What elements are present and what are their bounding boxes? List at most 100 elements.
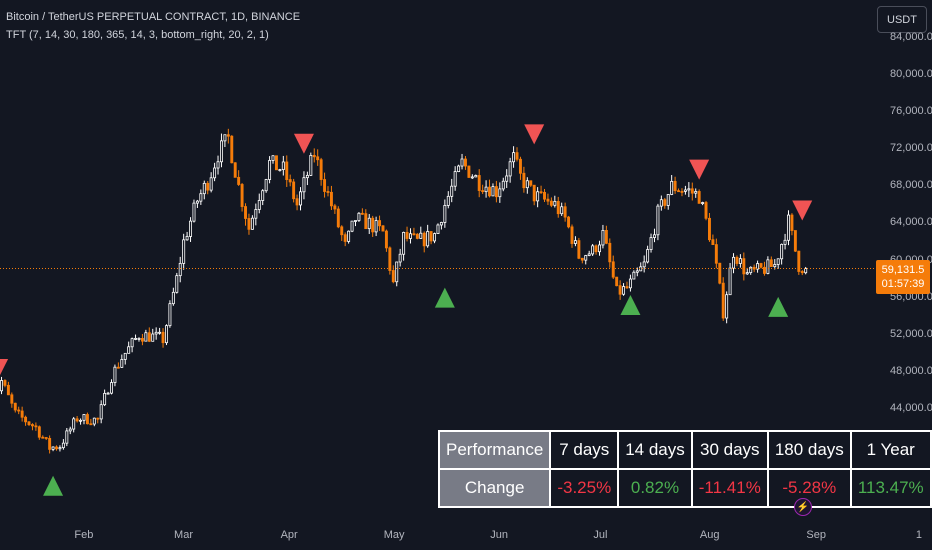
candle-body [178, 263, 182, 277]
candle-body [735, 256, 739, 264]
candle-body [501, 180, 505, 190]
candle-body [319, 159, 323, 180]
candle-body [89, 423, 93, 426]
candle-body [226, 134, 230, 137]
candle-body [543, 191, 546, 200]
candle-body [415, 233, 419, 239]
candle-body [189, 220, 193, 237]
candle-body [261, 190, 265, 201]
candle-body [790, 214, 794, 231]
candle-body [254, 209, 258, 219]
chart-title: Bitcoin / TetherUS PERPETUAL CONTRACT, 1… [6, 11, 301, 23]
candle-body [336, 208, 340, 228]
candle-body [103, 392, 107, 406]
candle-body [257, 200, 261, 210]
candle-body [488, 186, 491, 197]
candle-body [237, 176, 241, 185]
candle-body [738, 258, 742, 264]
current-price-tag: 59,131.5 01:57:39 [876, 259, 930, 294]
candle-body [17, 409, 21, 412]
candle-body [134, 338, 138, 340]
candle-body [395, 261, 399, 283]
candle-body [405, 231, 409, 239]
candle-body [611, 261, 615, 278]
candle-body [690, 188, 694, 194]
performance-label: Performance [437, 430, 552, 470]
candle-body [539, 191, 543, 194]
candle-body [666, 194, 670, 206]
candle-body [202, 182, 206, 195]
candle-body [426, 231, 430, 247]
price-axis-label: 56,000.0 [890, 290, 932, 303]
bar-countdown: 01:57:39 [881, 277, 925, 290]
indicator-legend[interactable]: TFT (7, 14, 30, 180, 365, 14, 3, bottom_… [6, 29, 269, 41]
sell-signal-marker [792, 200, 813, 221]
candle-body [525, 180, 529, 189]
candle-body [209, 177, 213, 191]
candle-body [419, 232, 423, 239]
lightning-icon[interactable]: ⚡ [794, 498, 812, 516]
candle-body [168, 303, 172, 327]
candle-body [123, 352, 127, 360]
current-price-value: 59,131.5 [881, 263, 925, 276]
candle-body [268, 160, 272, 180]
candle-body [766, 259, 770, 274]
change-label: Change [437, 468, 552, 508]
candle-body [584, 255, 588, 261]
candle-body [175, 275, 179, 293]
price-axis-label: 80,000.0 [890, 68, 932, 81]
candle-body [732, 256, 735, 269]
candle-body [560, 206, 564, 215]
price-axis-label: 76,000.0 [890, 105, 932, 118]
candle-body [165, 325, 168, 344]
candle-body [632, 271, 636, 280]
time-axis-label: Feb [74, 529, 94, 541]
candle-body [567, 216, 571, 228]
candle-body [343, 234, 347, 242]
candle-body [367, 217, 371, 230]
candle-body [75, 418, 79, 422]
candle-body [41, 436, 45, 439]
candle-body [804, 268, 808, 274]
candle-body [553, 200, 557, 206]
candle-body [477, 175, 481, 191]
candle-body [171, 291, 175, 305]
candle-body [594, 245, 598, 253]
candle-body [714, 244, 718, 264]
currency-button[interactable]: USDT [877, 6, 927, 33]
candle-body [659, 199, 663, 207]
candle-body [72, 418, 76, 430]
candle-body [316, 156, 320, 161]
candle-body [158, 331, 162, 334]
candle-body [27, 421, 31, 425]
candle-body [683, 189, 687, 192]
candle-body [573, 240, 577, 244]
candle-body [512, 152, 516, 163]
candle-body [728, 267, 732, 296]
candle-body [388, 247, 392, 271]
candle-body [137, 338, 141, 340]
candle-body [680, 191, 684, 193]
candle-body [92, 417, 96, 425]
candle-body [55, 446, 58, 450]
candles-layer [0, 128, 808, 454]
candle-body [508, 161, 512, 177]
candle-body [44, 437, 48, 439]
candle-body [793, 230, 797, 252]
candle-body [687, 188, 691, 191]
candle-body [604, 230, 608, 244]
price-axis-label: 68,000.0 [890, 179, 932, 192]
candle-body [494, 186, 498, 198]
candle-body [295, 198, 299, 206]
candle-body [756, 263, 760, 270]
candle-body [85, 414, 89, 425]
candle-body [460, 158, 464, 167]
candle-body [783, 239, 787, 245]
signals-layer [0, 124, 813, 496]
candle-body [409, 233, 412, 239]
candle-body [113, 366, 117, 383]
candle-body [199, 193, 203, 202]
time-axis-label: Jul [593, 529, 608, 541]
performance-table: Performance 7 days 14 days 30 days 180 d… [437, 430, 932, 508]
